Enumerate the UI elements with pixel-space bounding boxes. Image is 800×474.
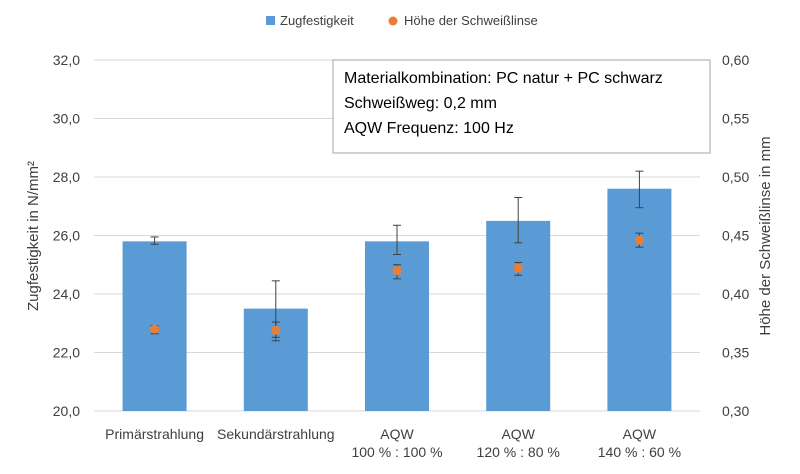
bar-error-bar xyxy=(150,236,159,245)
annotation-line: AQW Frequenz: 100 Hz xyxy=(344,120,514,137)
category-label: 100 % : 100 % xyxy=(351,444,442,460)
annotation-line: Schweißweg: 0,2 mm xyxy=(344,95,497,112)
point xyxy=(150,324,160,334)
left-tick-label: 24,0 xyxy=(53,286,80,302)
right-tick-label: 0,60 xyxy=(722,52,749,68)
right-tick-label: 0,35 xyxy=(722,345,749,361)
bar xyxy=(607,188,672,411)
annotation-line: Materialkombination: PC natur + PC schwa… xyxy=(344,70,663,87)
point xyxy=(513,263,523,273)
category-label: Primärstrahlung xyxy=(105,426,204,442)
legend: Zugfestigkeit Höhe der Schweißlinse xyxy=(266,13,538,28)
left-axis-ticks: 20,0 22,0 24,0 26,0 28,0 30,0 32,0 xyxy=(53,52,80,419)
point xyxy=(271,325,281,335)
left-axis-title: Zugfestigkeit in N/mm² xyxy=(25,161,42,311)
right-axis-ticks: 0,30 0,35 0,40 0,45 0,50 0,55 0,60 xyxy=(722,52,749,419)
left-tick-label: 22,0 xyxy=(53,345,80,361)
right-axis-title: Höhe der Schweißlinse in mm xyxy=(757,136,774,335)
category-label: 140 % : 60 % xyxy=(598,444,681,460)
legend-swatch-point xyxy=(388,16,398,26)
category-label: Sekundärstrahlung xyxy=(217,426,335,442)
legend-label-point: Höhe der Schweißlinse xyxy=(404,13,538,28)
right-tick-label: 0,55 xyxy=(722,111,749,127)
left-tick-label: 30,0 xyxy=(53,111,80,127)
points xyxy=(150,235,644,335)
left-tick-label: 28,0 xyxy=(53,169,80,185)
category-labels: Primärstrahlung Sekundärstrahlung AQW 100 %… xyxy=(105,426,681,460)
left-tick-label: 26,0 xyxy=(53,228,80,244)
category-label: AQW xyxy=(501,426,535,442)
annotation-box: Materialkombination: PC natur + PC schwa… xyxy=(332,59,711,154)
category-label: AQW xyxy=(623,426,657,442)
category-label: 120 % : 80 % xyxy=(477,444,560,460)
legend-label-bar: Zugfestigkeit xyxy=(280,13,354,28)
point xyxy=(392,266,402,276)
bar-error-bar xyxy=(635,170,644,209)
legend-swatch-bar xyxy=(266,16,275,25)
bar-error-bar xyxy=(514,196,523,244)
right-tick-label: 0,30 xyxy=(722,403,749,419)
bars xyxy=(122,188,672,411)
left-tick-label: 32,0 xyxy=(53,52,80,68)
category-label: AQW xyxy=(380,426,414,442)
right-tick-label: 0,40 xyxy=(722,286,749,302)
error-bars xyxy=(150,170,644,342)
left-tick-label: 20,0 xyxy=(53,403,80,419)
right-tick-label: 0,45 xyxy=(722,228,749,244)
bar xyxy=(486,220,551,411)
bar-error-bar xyxy=(393,224,401,256)
point xyxy=(634,235,644,245)
right-tick-label: 0,50 xyxy=(722,169,749,185)
